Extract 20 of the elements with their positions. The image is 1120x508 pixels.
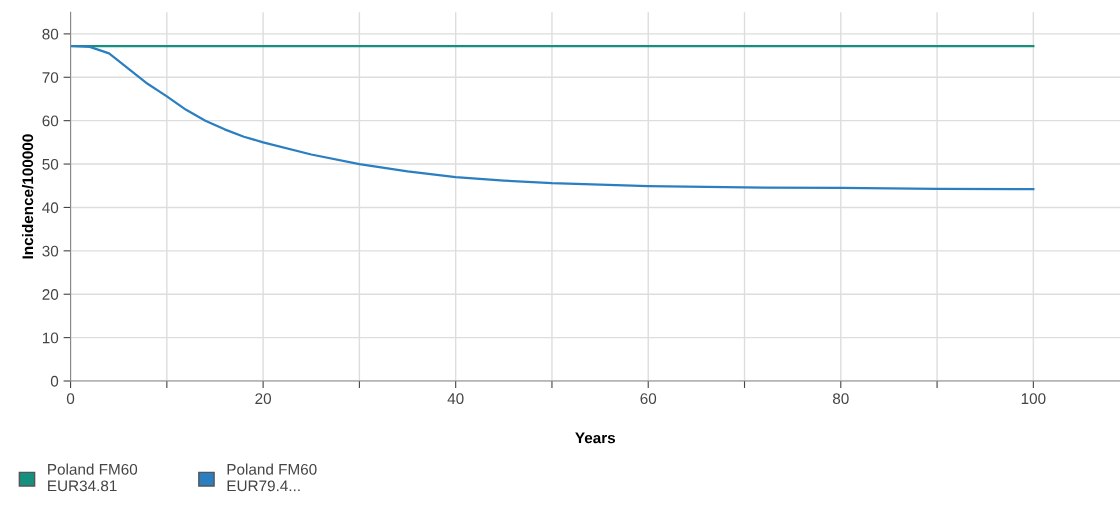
legend-label: Poland FM60 EUR79.4... [227,463,317,492]
x-tick-label: 0 [66,393,75,405]
x-tick-label: 100 [1021,393,1046,405]
y-tick-label: 80 [42,28,59,40]
y-tick-label: 50 [42,158,59,170]
y-tick-label: 70 [42,72,59,83]
x-tick-label: 80 [832,393,849,405]
x-tick-label: 40 [447,393,464,405]
y-axis-title: Incidence/100000 [21,134,34,259]
y-tick-label: 60 [42,115,59,127]
x-tick-label: 20 [255,393,272,405]
y-tick-label: 40 [42,202,59,214]
x-axis-title: Years [575,432,616,444]
legend-label: Poland FM60 EUR34.81 [48,463,138,492]
y-tick-label: 0 [50,375,59,387]
x-tick-label: 60 [640,393,657,405]
y-tick-label: 30 [42,245,59,257]
line-series [70,44,1035,191]
y-tick-label: 20 [42,289,59,300]
y-tick-label: 10 [42,332,59,344]
